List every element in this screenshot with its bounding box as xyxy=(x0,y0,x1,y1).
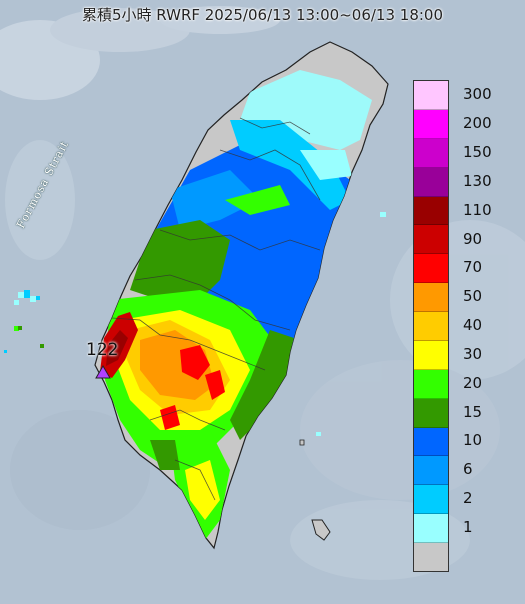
legend-swatch xyxy=(414,138,448,168)
taiwan-island xyxy=(94,41,389,550)
legend-swatch xyxy=(414,196,448,226)
legend-label: 200 xyxy=(463,114,492,133)
legend-swatch xyxy=(414,340,448,370)
legend-label: 15 xyxy=(463,402,483,421)
map-title: 累積5小時 RWRF 2025/06/13 13:00~06/13 18:00 xyxy=(81,6,444,24)
legend-label: 90 xyxy=(463,229,483,248)
legend-label: 20 xyxy=(463,373,483,392)
legend-label: 2 xyxy=(463,489,473,507)
legend-label xyxy=(463,541,517,570)
legend-label: 130 xyxy=(463,171,492,190)
legend-label: 150 xyxy=(463,143,492,162)
max-rainfall-value: 122 xyxy=(86,340,119,360)
legend-swatch xyxy=(414,81,448,110)
legend-swatch xyxy=(414,167,448,197)
legend-label: 40 xyxy=(463,316,483,335)
legend-swatch xyxy=(414,225,448,255)
legend-label: 50 xyxy=(463,287,483,306)
legend-swatch xyxy=(414,514,448,543)
legend-label: 30 xyxy=(463,344,483,363)
legend-label: 1 xyxy=(463,517,473,536)
legend-swatch xyxy=(414,283,448,312)
max-rainfall-marker xyxy=(95,365,111,379)
legend-labels: 300 200 150 130 110 90 70 50 40 30 20 15 10 6 2 1 xyxy=(463,80,517,570)
rainfall-legend: 300 200 150 130 110 90 70 50 40 30 20 15 10 6 2 1 xyxy=(413,80,517,572)
legend-swatch xyxy=(414,427,448,457)
legend-swatch xyxy=(414,398,448,428)
legend-color-bar xyxy=(413,80,449,572)
legend-swatch xyxy=(414,312,448,341)
legend-label: 70 xyxy=(463,258,483,277)
legend-swatch xyxy=(414,369,448,399)
legend-label: 10 xyxy=(463,431,483,450)
legend-label: 6 xyxy=(463,460,473,479)
legend-swatch xyxy=(414,543,448,571)
legend-swatch xyxy=(414,485,448,515)
legend-swatch xyxy=(414,456,448,486)
legend-label: 300 xyxy=(463,85,492,104)
legend-label: 110 xyxy=(463,200,492,219)
legend-swatch xyxy=(414,254,448,284)
legend-swatch xyxy=(414,109,448,139)
